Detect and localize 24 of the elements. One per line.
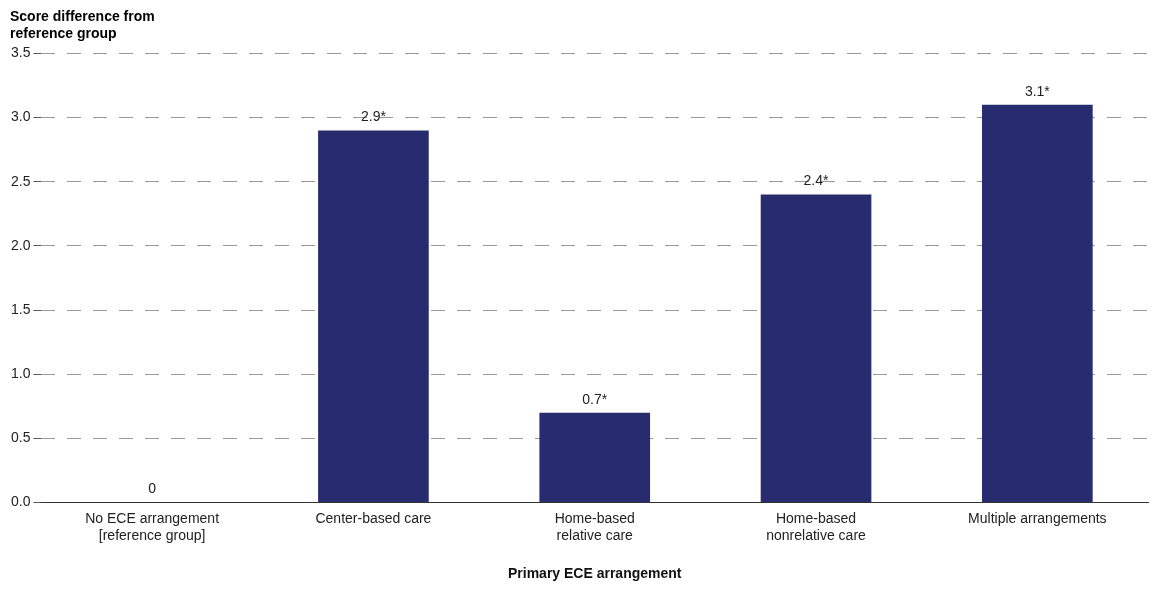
y-tick-label: 2.0: [10, 236, 31, 253]
bar: [760, 194, 872, 503]
data-label: 2.4*: [803, 172, 830, 189]
x-tick-label: Multiple arrangements: [968, 509, 1107, 526]
y-tick-label: 0.5: [10, 429, 31, 446]
y-tick-label: 1.5: [10, 300, 31, 317]
y-tick-label: 3.5: [10, 44, 31, 61]
bar: [539, 412, 651, 503]
y-tick-label: 3.0: [10, 108, 31, 125]
data-label: 0.7*: [582, 390, 608, 407]
data-label: 0: [148, 480, 157, 497]
data-label: 3.1*: [1024, 82, 1051, 99]
x-tick-label: Home-based nonrelative care: [766, 509, 867, 543]
x-tick-label: No ECE arrangement [reference group]: [85, 509, 220, 543]
y-tick-label: 0.0: [10, 493, 31, 510]
x-tick-label: Center-based care: [315, 509, 432, 526]
y-axis-title: Score difference from reference group: [10, 8, 155, 42]
x-tick-label: Home-based relative care: [554, 509, 635, 543]
y-tick-label: 2.5: [10, 172, 31, 189]
bar: [982, 104, 1093, 503]
bar: [318, 130, 429, 503]
data-label: 2.9*: [360, 108, 387, 125]
x-axis-title: Primary ECE arrangement: [507, 565, 682, 582]
y-tick-label: 1.0: [10, 365, 31, 382]
